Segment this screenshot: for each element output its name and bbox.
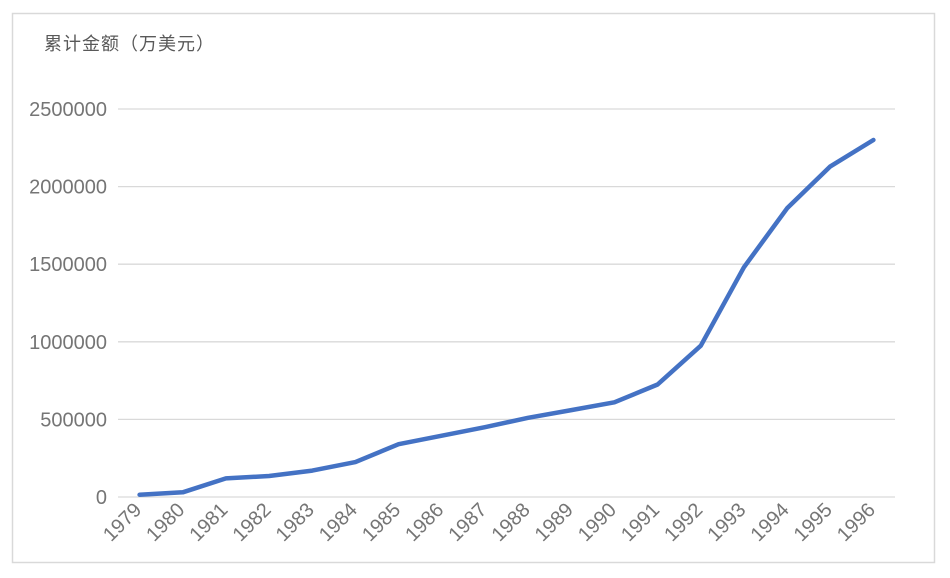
y-axis-tick-label: 2000000	[29, 177, 107, 199]
chart-title: 累计金额（万美元）	[44, 34, 215, 54]
y-axis-tick-label: 1500000	[29, 254, 107, 276]
y-axis-tick-label: 0	[96, 487, 107, 509]
y-axis-tick-label: 1000000	[29, 332, 107, 354]
y-axis-tick-label: 2500000	[29, 99, 107, 121]
chart-border	[11, 12, 936, 564]
series-line	[137, 137, 876, 497]
y-axis-tick-label: 500000	[40, 409, 107, 431]
